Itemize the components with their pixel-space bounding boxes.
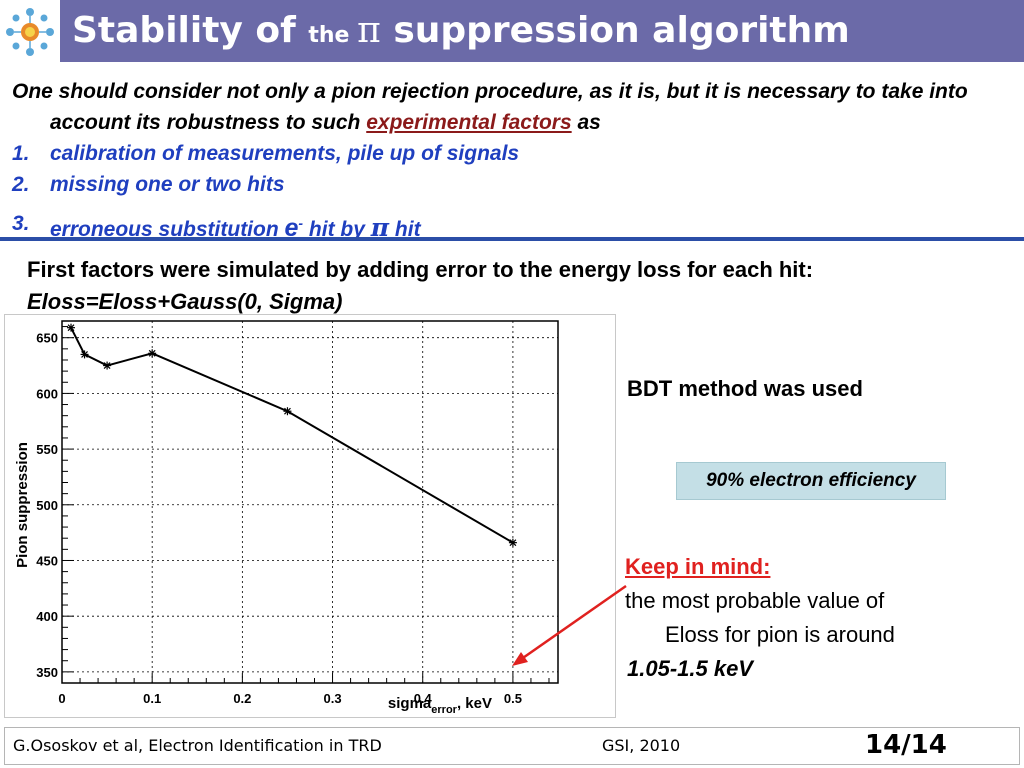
list-text: missing one or two hits — [50, 173, 285, 196]
plot-frame — [61, 320, 559, 684]
section-divider — [0, 237, 1024, 241]
note-line-1: the most probable value of — [625, 588, 885, 613]
electron-charge: - — [298, 215, 304, 231]
title-pi-symbol: π — [357, 10, 381, 51]
list-item: 2. missing one or two hits — [12, 169, 1012, 200]
list-text: erroneous substitution e- hit by π hit — [50, 208, 421, 245]
data-point — [103, 361, 112, 370]
experimental-factors-text: experimental factors — [366, 111, 572, 134]
electron-symbol: e — [284, 214, 299, 242]
x-axis-label-subscript: error — [431, 704, 457, 716]
efficiency-box: 90% electron efficiency — [676, 462, 946, 500]
x-axis-label-main: sigma — [388, 695, 432, 712]
y-tick-label: 600 — [36, 386, 58, 401]
title-part1: Stability of — [72, 10, 309, 51]
data-point — [80, 350, 89, 359]
footer-bar: G.Ososkov et al, Electron Identification… — [4, 727, 1020, 765]
intro-text: One should consider not only a pion reje… — [12, 80, 968, 134]
item3-mid: hit by — [303, 218, 371, 241]
data-point — [283, 407, 292, 416]
intro-paragraph: One should consider not only a pion reje… — [12, 76, 1012, 138]
item3-pre: erroneous substitution — [50, 218, 285, 241]
chart-ticks: 0 0.1 0.2 0.3 0.4 0.5 350 400 450 500 550 600 650 — [36, 326, 550, 706]
list-item: 3. erroneous substitution e- hit by π hi… — [12, 208, 1012, 245]
intro-block: One should consider not only a pion reje… — [12, 76, 1012, 245]
title-part3: suppression algorithm — [380, 10, 850, 51]
y-tick-label: 650 — [36, 331, 58, 346]
y-tick-label: 500 — [36, 498, 58, 513]
title-part2: the — [308, 23, 358, 48]
chart-panel: 0 0.1 0.2 0.3 0.4 0.5 350 400 450 500 550 600 650 Pi… — [4, 314, 616, 718]
keep-in-mind-heading: Keep in mind: — [625, 554, 771, 579]
y-tick-label: 400 — [36, 609, 58, 624]
simulation-formula: Eloss=Eloss+Gauss(0, Sigma) — [27, 289, 343, 314]
y-tick-label: 550 — [36, 442, 58, 457]
list-text: calibration of measurements, pile up of … — [50, 142, 520, 165]
x-tick-label: 0.3 — [324, 691, 342, 706]
y-tick-label: 450 — [36, 553, 58, 568]
data-point — [67, 323, 76, 332]
note-line-2: Eloss for pion is around — [665, 622, 895, 647]
x-axis-label: sigmaerror, keV — [388, 695, 492, 716]
x-tick-label: 0.2 — [233, 691, 251, 706]
data-point — [148, 349, 157, 358]
list-item: 1. calibration of measurements, pile up … — [12, 138, 1012, 169]
data-point — [508, 538, 517, 547]
chart-grid — [61, 321, 558, 683]
intro-text-end: as — [571, 111, 601, 134]
x-tick-label: 0.5 — [504, 691, 522, 706]
logo-icon — [6, 8, 54, 56]
method-text: BDT method was used — [627, 376, 863, 401]
slide-title: Stability of the π suppression algorithm — [60, 0, 1024, 62]
x-tick-label: 0.1 — [143, 691, 161, 706]
pion-suppression-chart: 0 0.1 0.2 0.3 0.4 0.5 350 400 450 500 550 600 650 Pi… — [14, 320, 559, 716]
footer-venue: GSI, 2010 — [602, 736, 681, 755]
pion-symbol: π — [370, 213, 390, 242]
y-tick-label: 350 — [36, 665, 58, 680]
page-number: 14/14 — [865, 730, 947, 760]
y-axis-label: Pion suppression — [14, 442, 31, 568]
x-axis-label-unit: , keV — [457, 695, 492, 712]
item3-post: hit — [389, 218, 421, 241]
list-number: 2. — [12, 173, 30, 196]
list-number: 1. — [12, 142, 30, 165]
x-tick-label: 0 — [58, 691, 65, 706]
list-number: 3. — [12, 212, 30, 235]
note-value: 1.05-1.5 keV — [627, 656, 753, 681]
chart-series — [67, 323, 517, 547]
x-tick-label: 0.4 — [414, 691, 433, 706]
simulation-description: First factors were simulated by adding e… — [27, 254, 1017, 318]
data-line — [70, 327, 514, 544]
simulation-text: First factors were simulated by adding e… — [27, 257, 814, 282]
footer-authors: G.Ososkov et al, Electron Identification… — [13, 736, 382, 755]
